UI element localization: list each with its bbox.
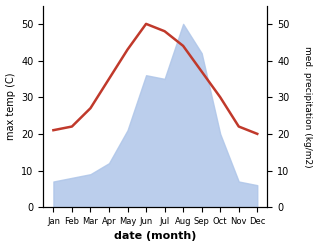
Y-axis label: max temp (C): max temp (C) bbox=[5, 73, 16, 140]
X-axis label: date (month): date (month) bbox=[114, 231, 197, 242]
Y-axis label: med. precipitation (kg/m2): med. precipitation (kg/m2) bbox=[303, 45, 313, 167]
